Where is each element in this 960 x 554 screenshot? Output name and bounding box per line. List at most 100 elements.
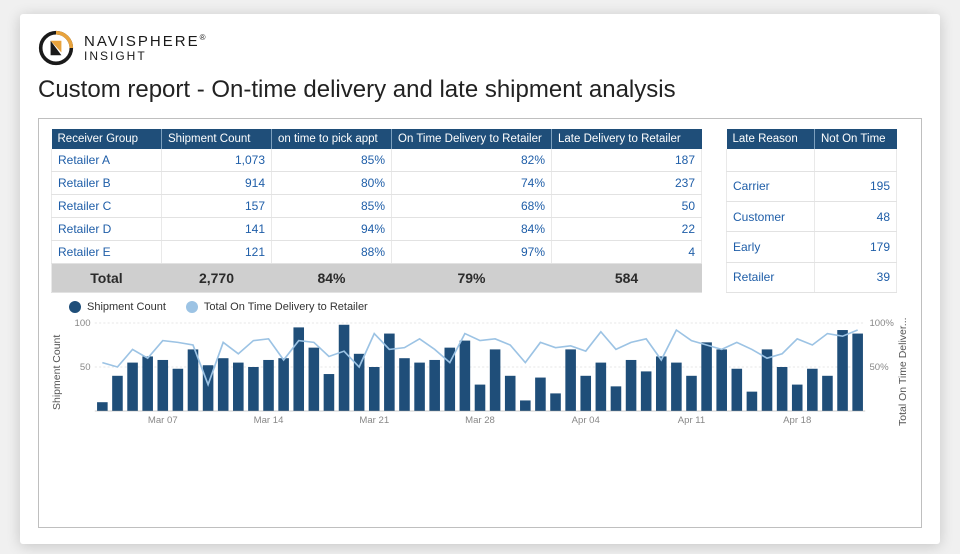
chart-bar[interactable] <box>626 360 637 411</box>
table-cell: 82% <box>392 149 552 172</box>
legend-swatch-bars <box>69 301 81 313</box>
chart-bar[interactable] <box>852 334 863 411</box>
chart-bar[interactable] <box>565 349 576 411</box>
y-axis-right-label: Total On Time Deliver... <box>895 317 909 427</box>
chart-bar[interactable] <box>233 363 244 411</box>
table-cell: 80% <box>272 172 392 195</box>
brand-line2: INSIGHT <box>84 50 208 63</box>
main-table: Receiver GroupShipment Counton time to p… <box>51 129 702 293</box>
table-cell: 121 <box>162 241 272 264</box>
table-cell: 50 <box>552 195 702 218</box>
chart-bar[interactable] <box>732 369 743 411</box>
total-cell: 584 <box>552 264 702 293</box>
chart-bar[interactable] <box>837 330 848 411</box>
chart-bar[interactable] <box>414 363 425 411</box>
table-row[interactable] <box>727 149 897 171</box>
chart-area: Shipment Count Total On Time Delivery to… <box>51 301 909 427</box>
chart-bar[interactable] <box>611 386 622 411</box>
chart-bar[interactable] <box>716 349 727 411</box>
table-cell <box>727 149 815 171</box>
chart-bar[interactable] <box>505 376 516 411</box>
table-row[interactable]: Customer48 <box>727 201 897 231</box>
side-col-header[interactable]: Not On Time <box>815 129 897 149</box>
table-row[interactable]: Retailer39 <box>727 262 897 292</box>
svg-text:50: 50 <box>80 362 91 372</box>
chart-bar[interactable] <box>596 363 607 411</box>
chart-bar[interactable] <box>112 376 123 411</box>
chart-bar[interactable] <box>309 348 320 411</box>
chart-bar[interactable] <box>369 367 380 411</box>
legend-label-bars: Shipment Count <box>87 301 166 313</box>
svg-text:100%: 100% <box>869 318 893 328</box>
chart-bar[interactable] <box>173 369 184 411</box>
chart-bar[interactable] <box>475 385 486 411</box>
table-row[interactable]: Early179 <box>727 232 897 262</box>
x-tick-label: Mar 14 <box>254 415 284 425</box>
combo-chart: 5050%100100%Mar 07Mar 14Mar 21Mar 28Apr … <box>65 317 895 427</box>
chart-bar[interactable] <box>142 356 153 411</box>
chart-bar[interactable] <box>127 363 138 411</box>
chart-bar[interactable] <box>97 402 108 411</box>
table-cell: 74% <box>392 172 552 195</box>
main-col-header[interactable]: On Time Delivery to Retailer <box>392 129 552 149</box>
table-cell: Retailer <box>727 262 815 292</box>
main-col-header[interactable]: on time to pick appt <box>272 129 392 149</box>
table-cell: 84% <box>392 218 552 241</box>
brand-logo: NAVISPHERE® INSIGHT <box>38 30 922 66</box>
main-col-header[interactable]: Receiver Group <box>52 129 162 149</box>
table-cell <box>815 149 897 171</box>
table-row[interactable]: Retailer C15785%68%50 <box>52 195 702 218</box>
table-cell: 195 <box>815 171 897 201</box>
chart-bar[interactable] <box>641 371 652 411</box>
chart-bar[interactable] <box>248 367 259 411</box>
chart-bar[interactable] <box>550 393 561 411</box>
x-tick-label: Apr 18 <box>783 415 811 425</box>
table-cell: 85% <box>272 149 392 172</box>
chart-bar[interactable] <box>399 358 410 411</box>
chart-bar[interactable] <box>460 341 471 411</box>
total-cell: 2,770 <box>162 264 272 293</box>
chart-bar[interactable] <box>822 376 833 411</box>
total-row: Total2,77084%79%584 <box>52 264 702 293</box>
x-tick-label: Mar 28 <box>465 415 495 425</box>
chart-bar[interactable] <box>580 376 591 411</box>
svg-text:50%: 50% <box>869 362 888 372</box>
chart-bar[interactable] <box>792 385 803 411</box>
report-frame: Receiver GroupShipment Counton time to p… <box>38 118 922 528</box>
chart-bar[interactable] <box>429 360 440 411</box>
chart-bar[interactable] <box>807 369 818 411</box>
side-col-header[interactable]: Late Reason <box>727 129 815 149</box>
chart-bar[interactable] <box>188 349 199 411</box>
chart-bar[interactable] <box>520 400 531 411</box>
legend-item-bars[interactable]: Shipment Count <box>69 301 166 313</box>
chart-bar[interactable] <box>656 356 667 411</box>
table-cell: Customer <box>727 201 815 231</box>
table-cell: Retailer B <box>52 172 162 195</box>
table-row[interactable]: Retailer D14194%84%22 <box>52 218 702 241</box>
chart-bar[interactable] <box>701 342 712 411</box>
chart-bar[interactable] <box>263 360 274 411</box>
main-col-header[interactable]: Late Delivery to Retailer <box>552 129 702 149</box>
chart-bar[interactable] <box>339 325 350 411</box>
table-cell: 237 <box>552 172 702 195</box>
table-row[interactable]: Carrier195 <box>727 171 897 201</box>
chart-bar[interactable] <box>218 358 229 411</box>
chart-bar[interactable] <box>777 367 788 411</box>
chart-bar[interactable] <box>671 363 682 411</box>
chart-bar[interactable] <box>747 392 758 411</box>
chart-bar[interactable] <box>324 374 335 411</box>
table-cell: Retailer D <box>52 218 162 241</box>
svg-text:100: 100 <box>75 318 91 328</box>
table-row[interactable]: Retailer A1,07385%82%187 <box>52 149 702 172</box>
table-row[interactable]: Retailer E12188%97%4 <box>52 241 702 264</box>
legend-item-line[interactable]: Total On Time Delivery to Retailer <box>186 301 368 313</box>
table-cell: 48 <box>815 201 897 231</box>
table-row[interactable]: Retailer B91480%74%237 <box>52 172 702 195</box>
chart-bar[interactable] <box>490 349 501 411</box>
chart-bar[interactable] <box>686 376 697 411</box>
x-tick-label: Mar 07 <box>148 415 178 425</box>
chart-bar[interactable] <box>278 358 289 411</box>
chart-bar[interactable] <box>535 378 546 411</box>
main-col-header[interactable]: Shipment Count <box>162 129 272 149</box>
chart-bar[interactable] <box>157 360 168 411</box>
